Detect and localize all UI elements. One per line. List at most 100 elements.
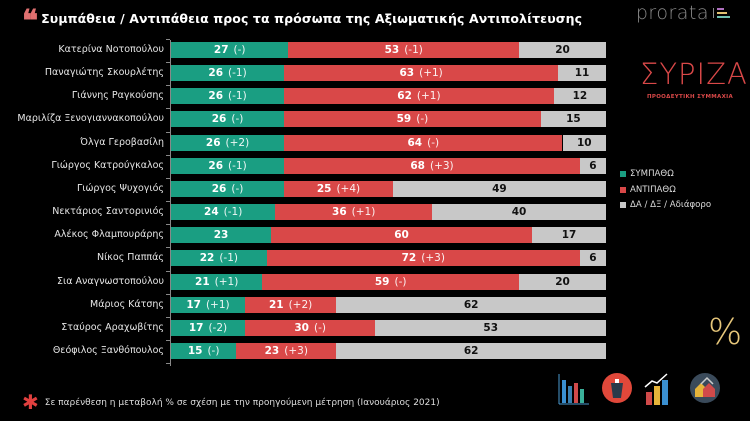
data-label: 26 — [208, 67, 224, 80]
data-label: 60 — [394, 229, 409, 242]
legend-label: ΣΥΜΠΑΘΩ — [630, 169, 674, 179]
brand-name: prorata — [635, 2, 709, 24]
data-label: 49 — [492, 182, 507, 195]
percent-icon: % — [708, 312, 743, 353]
change-label: (-1) — [228, 159, 247, 172]
bar-undecided: 6 — [579, 157, 606, 174]
brand-bars-icon — [713, 8, 730, 18]
data-label: 17 — [186, 298, 201, 311]
data-label: 62 — [463, 344, 479, 357]
bar-sympatho: 17 (-2) — [171, 319, 245, 336]
category-label: Νεκτάριος Σαντορινιός — [52, 206, 164, 218]
bar-antipatho: 64 (-) — [284, 134, 563, 151]
bar-sympatho: 23 — [171, 227, 272, 244]
party-logo: ΣΥΡΙΖΑ ΠΡΟΟΔΕΥΤΙΚΗ ΣΥΜΜΑΧΙΑ — [640, 57, 748, 100]
legend-item-antipatho: ΑΝΤΙΠΑΘΩ — [620, 185, 711, 195]
bar-undecided: 15 — [540, 111, 606, 128]
data-label: 21 — [268, 298, 284, 311]
bar-antipatho: 62 (+1) — [284, 88, 554, 105]
bar-undecided: 20 — [519, 273, 606, 290]
change-label: (+1) — [419, 67, 443, 80]
data-label: 68 — [410, 159, 425, 172]
y-axis-tick — [166, 154, 170, 156]
change-label: (-1) — [404, 44, 423, 56]
bar-undecided: 20 — [519, 42, 606, 58]
change-label: (+1) — [351, 206, 376, 219]
category-label: Κατερίνα Νοτοπούλου — [58, 44, 164, 55]
data-label: 15 — [187, 344, 203, 357]
change-label: (-) — [416, 113, 429, 126]
category-label: Νίκος Παππάς — [96, 252, 164, 264]
bar-undecided: 53 — [375, 319, 606, 336]
header: ❝ Συμπάθεια / Αντιπάθεια προς τα πρόσωπα… — [22, 7, 583, 37]
bar-sympatho: 22 (-1) — [171, 250, 267, 267]
data-label: 40 — [511, 206, 527, 219]
bar-undecided: 62 — [336, 296, 606, 313]
category-label: Παναγιώτης Σκουρλέτης — [44, 67, 164, 79]
category-label: Θεόφιλος Ξανθόπουλος — [52, 344, 164, 356]
data-label: 59 — [396, 113, 412, 126]
bar-undecided: 6 — [579, 250, 606, 267]
party-name: ΣΥΡΙΖΑ — [640, 57, 748, 91]
data-label: 62 — [397, 90, 412, 103]
bar-antipatho: 21 (+2) — [244, 296, 337, 313]
change-label: (+3) — [421, 252, 445, 265]
category-label: Γιώργος Ψυχογιός — [76, 182, 164, 194]
y-axis-tick — [166, 39, 170, 40]
legend-label: ΑΝΤΙΠΑΘΩ — [630, 184, 676, 195]
change-label: (-1) — [228, 90, 247, 103]
bar-sympatho: 15 (-) — [171, 342, 237, 359]
change-label: (-2) — [208, 321, 228, 334]
data-label: 26 — [211, 113, 227, 126]
change-label: (-) — [394, 275, 407, 288]
chart-title: Συμπάθεια / Αντιπάθεια προς τα πρόσωπα τ… — [41, 10, 583, 26]
change-label: (+2) — [288, 298, 313, 311]
y-axis-tick — [166, 131, 170, 133]
bar-sympatho: 26 (-) — [171, 180, 285, 197]
change-label: (+1) — [214, 275, 239, 288]
change-label: (-1) — [219, 252, 238, 265]
data-label: 22 — [199, 252, 215, 265]
change-label: (+3) — [284, 344, 308, 357]
data-label: 11 — [574, 67, 590, 80]
data-label: 26 — [208, 90, 224, 103]
footnote-text: Σε παρένθεση η μεταβολή % σε σχέση με τη… — [44, 398, 440, 408]
bar-undecided: 49 — [392, 180, 606, 197]
bar-antipatho: 72 (+3) — [266, 250, 580, 267]
category-label: Γιώργος Κατρούγκαλος — [51, 159, 164, 171]
y-axis-tick — [166, 177, 170, 179]
category-label: Μαριλίζα Ξενογιαννακοπούλου — [17, 113, 164, 125]
bar-antipatho: 23 (+3) — [236, 342, 337, 359]
data-label: 64 — [407, 136, 423, 149]
category-label: Γιάννης Ραγκούσης — [71, 90, 164, 102]
data-label: 53 — [483, 321, 499, 334]
y-axis-tick — [166, 339, 170, 341]
bar-antipatho: 59 (-) — [284, 111, 541, 128]
category-label: Σταύρος Αραχωβίτης — [61, 321, 164, 333]
data-label: 21 — [195, 275, 210, 288]
quote-icon: ❝ — [22, 4, 38, 39]
bar-sympatho: 26 (+2) — [171, 134, 285, 151]
data-label: 24 — [204, 206, 219, 219]
ballot-box-icon — [602, 373, 632, 403]
data-label: 17 — [561, 229, 577, 242]
data-label: 20 — [555, 275, 570, 288]
data-label: 59 — [374, 275, 390, 288]
data-label: 30 — [294, 321, 309, 334]
change-label: (-) — [233, 44, 246, 56]
legend-swatch-sympatho — [620, 171, 626, 177]
data-label: 20 — [555, 44, 570, 56]
y-axis-tick — [166, 363, 170, 365]
bar-undecided: 12 — [553, 88, 606, 105]
data-label: 12 — [572, 90, 588, 103]
change-label: (-) — [427, 136, 440, 149]
change-label: (-) — [207, 344, 220, 357]
y-axis-tick — [166, 270, 170, 272]
bar-antipatho: 30 (-) — [244, 319, 376, 336]
change-label: (+2) — [225, 136, 250, 149]
change-label: (+1) — [205, 298, 230, 311]
data-label: 63 — [399, 67, 415, 80]
data-label: 6 — [589, 159, 597, 172]
data-label: 26 — [211, 182, 227, 195]
